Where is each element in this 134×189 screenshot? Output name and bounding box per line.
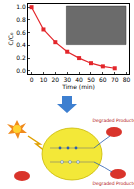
svg-text:0: 0 xyxy=(30,76,34,83)
svg-text:Time (min): Time (min) xyxy=(61,83,95,90)
svg-text:60: 60 xyxy=(99,76,107,83)
svg-text:Degraded Products: Degraded Products xyxy=(92,118,134,123)
svg-text:0.0: 0.0 xyxy=(16,67,26,74)
svg-text:C/C₀: C/C₀ xyxy=(7,32,14,45)
svg-text:30: 30 xyxy=(63,76,71,83)
svg-text:70: 70 xyxy=(111,76,119,83)
svg-text:40: 40 xyxy=(75,76,83,83)
svg-text:0.4: 0.4 xyxy=(16,41,26,48)
svg-text:20: 20 xyxy=(52,76,60,83)
svg-text:1.0: 1.0 xyxy=(16,3,26,10)
svg-text:0.6: 0.6 xyxy=(16,29,26,36)
svg-text:10: 10 xyxy=(40,76,48,83)
svg-text:80: 80 xyxy=(123,76,131,83)
svg-text:50: 50 xyxy=(87,76,95,83)
svg-text:Degraded Products: Degraded Products xyxy=(92,181,134,186)
svg-text:0.2: 0.2 xyxy=(16,54,26,61)
svg-text:0.8: 0.8 xyxy=(16,16,26,23)
